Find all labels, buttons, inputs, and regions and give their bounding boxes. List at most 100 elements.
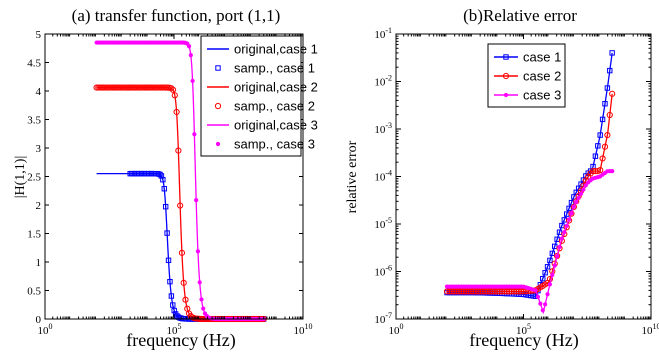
a-point-5-58 <box>197 280 202 285</box>
a-point-1-22 <box>158 173 165 179</box>
a-point-3-50 <box>182 296 189 303</box>
b-point-2-54 <box>574 199 579 205</box>
a-ytick-label-4: 2 <box>36 200 42 212</box>
a-ytick-label-9: 4.5 <box>27 58 41 70</box>
panel-a-xlabel: frequency (Hz) <box>126 330 235 351</box>
b-point-1-69 <box>609 90 616 97</box>
a-point-1-29 <box>168 293 175 299</box>
a-point-1-21 <box>157 171 163 178</box>
b-point-0-66 <box>602 101 608 107</box>
b-point-2-51 <box>566 217 572 222</box>
a-point-5-60 <box>201 306 206 311</box>
b-legend-swatch-1 <box>502 72 510 80</box>
panel-a-ylabel: |H(1,1)| <box>13 156 28 199</box>
a-point-5-57 <box>195 249 201 254</box>
b-ytick-label-0: 10-1 <box>374 26 392 41</box>
b-point-1-64 <box>597 167 604 174</box>
b-legend-label-1: case 2 <box>523 69 561 84</box>
panel-b: (b)Relative error 10-110-210-310-410-510… <box>345 6 659 351</box>
b-point-0-69 <box>609 50 615 56</box>
panel-b-title: (b)Relative error <box>463 6 577 25</box>
a-ytick-label-1: 0.5 <box>27 286 41 298</box>
b-point-0-47 <box>556 229 563 235</box>
b-point-1-66 <box>601 143 609 150</box>
b-point-2-69 <box>610 168 615 174</box>
a-point-1-26 <box>164 230 170 236</box>
b-ytick-label-3: 10-4 <box>374 169 392 184</box>
b-point-2-39 <box>538 301 543 306</box>
a-legend-label-5: samp., case 3 <box>234 137 315 152</box>
a-point-1-27 <box>165 257 172 264</box>
a-point-5-54 <box>190 78 195 84</box>
a-xtick-label-0: 100 <box>38 322 53 337</box>
b-legend-label-2: case 3 <box>523 88 561 103</box>
a-point-3-42 <box>168 85 175 92</box>
a-ytick-label-6: 3 <box>36 143 42 155</box>
a-ytick-label-2: 1 <box>36 257 42 269</box>
b-point-2-42 <box>545 292 550 297</box>
a-point-1-30 <box>170 302 176 308</box>
a-point-5-56 <box>194 198 199 203</box>
b-ytick-label-1: 10-2 <box>374 74 392 89</box>
b-point-0-67 <box>604 85 611 91</box>
a-legend-swatch-3 <box>214 102 222 110</box>
b-ytick-label-6: 10-7 <box>374 311 392 326</box>
b-point-0-42 <box>544 264 551 270</box>
panel-b-legend: case 1 case 2 case 3 <box>487 43 566 108</box>
a-point-3-49 <box>180 279 187 286</box>
a-ytick-label-3: 1.5 <box>27 229 41 241</box>
panel-a-ticks: 0 0.5 1 1.5 2 2.5 3 3.5 4 4.5 5 100 105 1010 <box>27 29 312 337</box>
a-point-3-48 <box>178 249 186 256</box>
a-point-3-44 <box>171 92 178 99</box>
b-point-2-48 <box>559 236 564 241</box>
a-point-1-25 <box>162 203 169 210</box>
panel-b-plot <box>443 50 616 315</box>
a-point-1-31 <box>171 307 177 314</box>
b-point-2-44 <box>550 272 555 278</box>
b-point-2-41 <box>543 302 548 307</box>
b-legend-swatch-0 <box>503 54 509 60</box>
b-xtick-label-2: 1010 <box>642 322 659 337</box>
b-point-2-46 <box>555 254 560 259</box>
b-point-2-50 <box>564 223 569 228</box>
a-legend-label-4: original,case 3 <box>234 118 318 133</box>
b-point-2-45 <box>552 263 557 268</box>
a-ytick-label-10: 5 <box>36 29 42 41</box>
a-point-1-23 <box>160 177 166 183</box>
panel-b-xlabel: frequency (Hz) <box>469 330 578 351</box>
a-ytick-label-0: 0 <box>36 314 42 326</box>
panel-a-title: (a) transfer function, port (1,1) <box>72 6 281 25</box>
a-legend-swatch-1 <box>215 65 221 71</box>
a-point-3-43 <box>169 86 177 93</box>
b-point-2-37 <box>533 288 538 293</box>
b-ytick-label-4: 10-5 <box>374 216 392 231</box>
b-ytick-label-5: 10-6 <box>374 264 392 279</box>
b-point-2-43 <box>547 282 553 287</box>
b-point-2-49 <box>562 230 567 235</box>
b-point-0-65 <box>599 116 606 123</box>
b-xtick-label-0: 100 <box>389 322 404 337</box>
a-xtick-label-2: 1010 <box>294 322 313 337</box>
b-point-2-55 <box>576 195 581 200</box>
b-point-2-58 <box>583 183 588 188</box>
a-legend-box <box>200 35 302 157</box>
b-legend-swatch-2 <box>503 92 509 98</box>
b-point-2-53 <box>571 204 576 209</box>
a-ytick-label-8: 4 <box>36 86 42 98</box>
a-point-3-46 <box>175 147 182 154</box>
b-point-1-68 <box>606 111 613 119</box>
b-point-2-47 <box>557 244 562 250</box>
b-point-2-40 <box>540 308 545 313</box>
b-ytick-label-2: 10-3 <box>374 121 392 136</box>
a-legend-label-3: samp., case 2 <box>234 99 315 114</box>
a-point-3-45 <box>173 108 180 116</box>
b-point-1-65 <box>599 155 606 162</box>
a-legend-label-1: samp., case 1 <box>234 61 315 76</box>
a-legend-label-0: original,case 1 <box>234 42 318 57</box>
b-xtick-label-1: 105 <box>516 322 531 337</box>
b-point-0-43 <box>547 257 553 264</box>
b-point-2-38 <box>535 294 541 299</box>
panel-a-legend: original,case 1 samp., case 1 original,cas… <box>200 35 318 157</box>
